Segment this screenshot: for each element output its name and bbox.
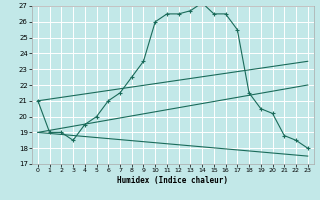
X-axis label: Humidex (Indice chaleur): Humidex (Indice chaleur) <box>117 176 228 185</box>
